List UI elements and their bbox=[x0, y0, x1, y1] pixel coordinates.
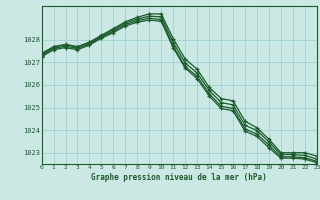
X-axis label: Graphe pression niveau de la mer (hPa): Graphe pression niveau de la mer (hPa) bbox=[91, 173, 267, 182]
